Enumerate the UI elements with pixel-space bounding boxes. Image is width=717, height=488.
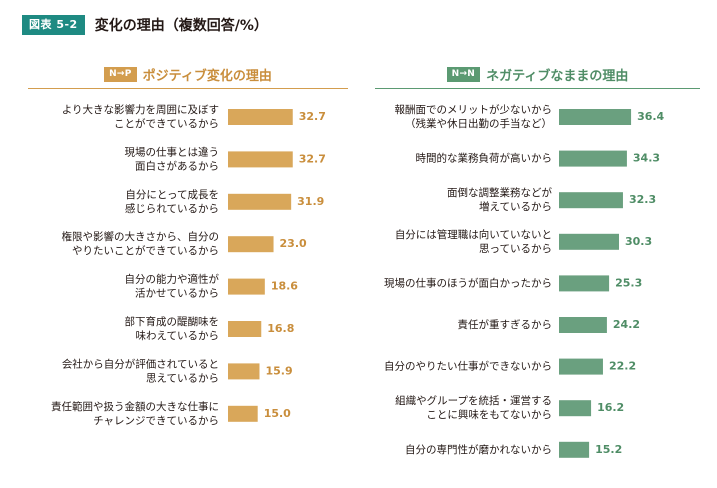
value-label: 30.3	[625, 235, 652, 248]
value-label: 32.3	[629, 193, 656, 206]
value-label: 34.3	[633, 152, 660, 165]
category-label: 自分には管理職は向いていないと	[395, 228, 552, 241]
category-label: ことに興味をもてないから	[426, 409, 552, 421]
category-label: 報酬面でのメリットが少ないから	[395, 103, 553, 116]
bar	[559, 151, 627, 167]
bar	[559, 192, 623, 208]
bar	[559, 400, 591, 416]
bar	[559, 275, 609, 291]
category-label: 面倒な調整業務などが	[447, 186, 552, 199]
category-label: 時間的な業務負荷が高いから	[416, 152, 553, 165]
bar	[559, 317, 607, 333]
bar	[559, 442, 589, 458]
category-label: 責任が重すぎるから	[458, 318, 553, 331]
bar	[559, 359, 603, 375]
value-label: 15.2	[595, 443, 622, 456]
category-label: 自分の専門性が磨かれないから	[405, 443, 552, 456]
category-label: 現場の仕事のほうが面白かったから	[384, 276, 552, 289]
negative-bar-chart: 報酬面でのメリットが少ないから（残業や休日出勤の手当など） 36.4 時間的な業務負…	[0, 0, 717, 488]
value-label: 25.3	[615, 276, 642, 289]
value-label: 24.2	[613, 318, 640, 331]
bar	[559, 234, 619, 250]
bar	[559, 109, 631, 125]
value-label: 36.4	[637, 110, 664, 123]
value-label: 22.2	[609, 360, 636, 373]
category-label: 増えているから	[479, 200, 552, 213]
value-label: 16.2	[597, 401, 624, 414]
category-label: 思っているから	[479, 243, 552, 255]
category-label: 自分のやりたい仕事ができないから	[384, 360, 552, 373]
category-label: （残業や休日出勤の手当など）	[405, 117, 552, 130]
category-label: 組織やグループを統括・運営する	[395, 394, 552, 407]
